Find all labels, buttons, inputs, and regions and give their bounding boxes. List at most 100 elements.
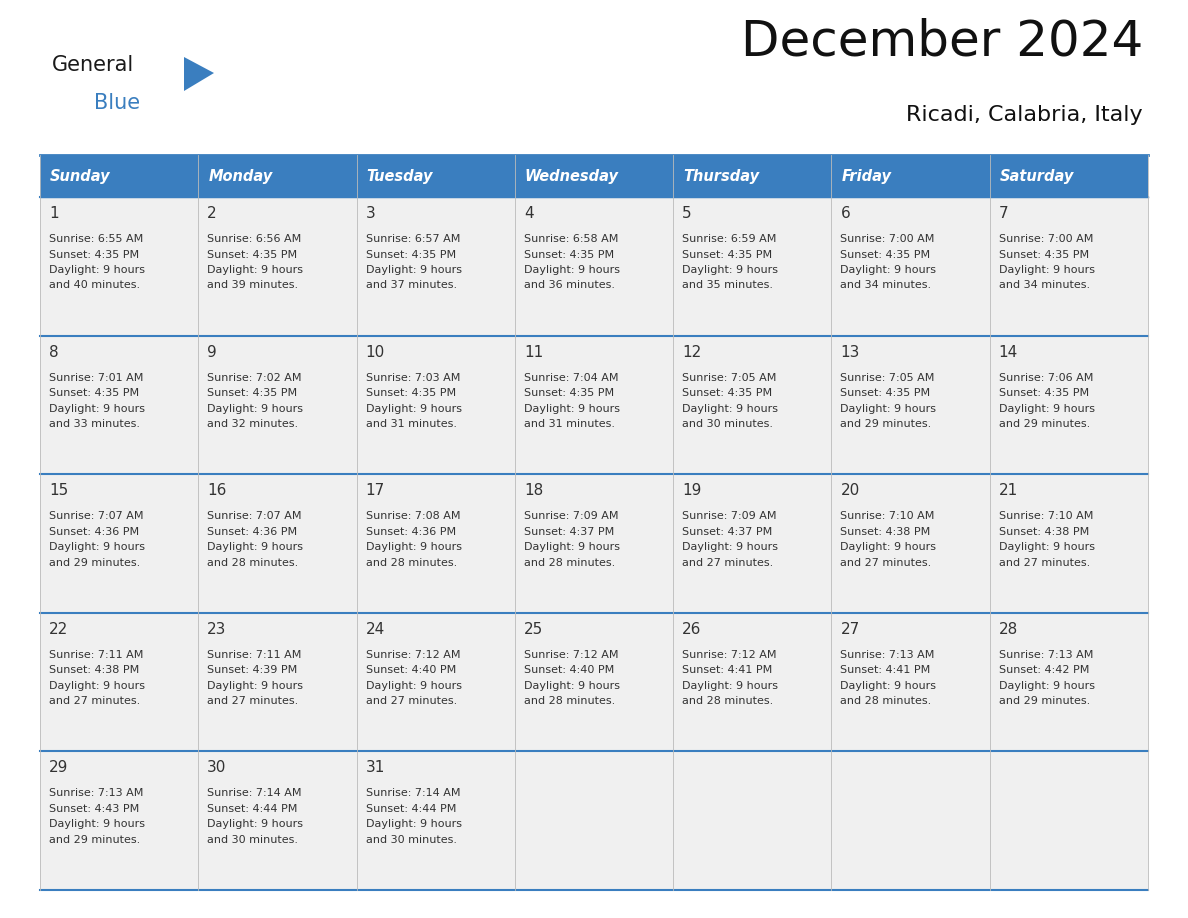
Text: Sunset: 4:39 PM: Sunset: 4:39 PM (207, 666, 297, 676)
Bar (674, 155, 832, 197)
Text: 7: 7 (999, 206, 1009, 221)
Text: Sunset: 4:44 PM: Sunset: 4:44 PM (366, 804, 456, 814)
Bar (514, 336, 674, 475)
Text: Sunrise: 7:12 AM: Sunrise: 7:12 AM (682, 650, 777, 660)
Text: Sunset: 4:41 PM: Sunset: 4:41 PM (682, 666, 772, 676)
Text: Sunrise: 7:10 AM: Sunrise: 7:10 AM (840, 511, 935, 521)
Bar (514, 613, 674, 752)
Text: Daylight: 9 hours: Daylight: 9 hours (524, 404, 620, 414)
Text: 21: 21 (999, 483, 1018, 498)
Text: 2: 2 (207, 206, 217, 221)
Text: Sunrise: 6:55 AM: Sunrise: 6:55 AM (49, 234, 144, 244)
Bar (40, 336, 198, 475)
Text: 16: 16 (207, 483, 227, 498)
Text: and 35 minutes.: and 35 minutes. (682, 281, 773, 290)
Text: Sunset: 4:38 PM: Sunset: 4:38 PM (840, 527, 930, 537)
Bar (674, 336, 832, 475)
Text: Sunrise: 7:04 AM: Sunrise: 7:04 AM (524, 373, 619, 383)
Text: Sunset: 4:43 PM: Sunset: 4:43 PM (49, 804, 139, 814)
Text: Sunrise: 7:13 AM: Sunrise: 7:13 AM (49, 789, 144, 799)
Bar (356, 197, 514, 336)
Text: Sunrise: 7:00 AM: Sunrise: 7:00 AM (999, 234, 1093, 244)
Text: Sunset: 4:40 PM: Sunset: 4:40 PM (366, 666, 456, 676)
Bar (198, 752, 356, 890)
Text: 9: 9 (207, 344, 217, 360)
Text: and 33 minutes.: and 33 minutes. (49, 420, 140, 429)
Text: Daylight: 9 hours: Daylight: 9 hours (840, 543, 936, 553)
Text: and 27 minutes.: and 27 minutes. (49, 696, 140, 706)
Text: Sunrise: 7:14 AM: Sunrise: 7:14 AM (207, 789, 302, 799)
Text: Sunrise: 7:11 AM: Sunrise: 7:11 AM (49, 650, 144, 660)
Text: Daylight: 9 hours: Daylight: 9 hours (524, 265, 620, 275)
Text: and 29 minutes.: and 29 minutes. (49, 834, 140, 845)
Text: Sunset: 4:35 PM: Sunset: 4:35 PM (207, 250, 297, 260)
Text: and 27 minutes.: and 27 minutes. (682, 558, 773, 567)
Text: 17: 17 (366, 483, 385, 498)
Text: Daylight: 9 hours: Daylight: 9 hours (49, 543, 145, 553)
Text: Sunset: 4:37 PM: Sunset: 4:37 PM (682, 527, 772, 537)
Text: Sunrise: 7:12 AM: Sunrise: 7:12 AM (524, 650, 619, 660)
Text: 14: 14 (999, 344, 1018, 360)
Text: Daylight: 9 hours: Daylight: 9 hours (682, 543, 778, 553)
Text: 26: 26 (682, 621, 702, 637)
Bar (832, 752, 990, 890)
Text: Sunrise: 7:13 AM: Sunrise: 7:13 AM (840, 650, 935, 660)
Text: Daylight: 9 hours: Daylight: 9 hours (840, 265, 936, 275)
Text: 11: 11 (524, 344, 543, 360)
Text: Ricadi, Calabria, Italy: Ricadi, Calabria, Italy (906, 105, 1143, 125)
Text: 5: 5 (682, 206, 691, 221)
Text: Sunset: 4:35 PM: Sunset: 4:35 PM (207, 388, 297, 398)
Text: and 37 minutes.: and 37 minutes. (366, 281, 456, 290)
Text: Sunset: 4:35 PM: Sunset: 4:35 PM (49, 250, 139, 260)
Text: and 32 minutes.: and 32 minutes. (207, 420, 298, 429)
Text: Daylight: 9 hours: Daylight: 9 hours (999, 681, 1094, 691)
Text: 8: 8 (49, 344, 58, 360)
Text: Daylight: 9 hours: Daylight: 9 hours (524, 543, 620, 553)
Text: Sunset: 4:35 PM: Sunset: 4:35 PM (524, 250, 614, 260)
Text: 3: 3 (366, 206, 375, 221)
Text: Sunset: 4:36 PM: Sunset: 4:36 PM (207, 527, 297, 537)
Bar (832, 613, 990, 752)
Text: Sunrise: 7:08 AM: Sunrise: 7:08 AM (366, 511, 460, 521)
Text: Daylight: 9 hours: Daylight: 9 hours (207, 681, 303, 691)
Text: Sunrise: 7:07 AM: Sunrise: 7:07 AM (49, 511, 144, 521)
Text: Thursday: Thursday (683, 169, 759, 184)
Text: Sunset: 4:35 PM: Sunset: 4:35 PM (840, 388, 930, 398)
Bar (674, 752, 832, 890)
Text: Sunrise: 6:59 AM: Sunrise: 6:59 AM (682, 234, 777, 244)
Text: Daylight: 9 hours: Daylight: 9 hours (840, 404, 936, 414)
Text: and 28 minutes.: and 28 minutes. (840, 696, 931, 706)
Text: 31: 31 (366, 760, 385, 776)
Text: Daylight: 9 hours: Daylight: 9 hours (49, 404, 145, 414)
Text: Sunset: 4:38 PM: Sunset: 4:38 PM (999, 527, 1089, 537)
Text: 18: 18 (524, 483, 543, 498)
Text: Saturday: Saturday (1000, 169, 1074, 184)
Text: and 31 minutes.: and 31 minutes. (524, 420, 615, 429)
Text: Sunset: 4:44 PM: Sunset: 4:44 PM (207, 804, 298, 814)
Text: 23: 23 (207, 621, 227, 637)
Text: Daylight: 9 hours: Daylight: 9 hours (682, 404, 778, 414)
Bar (356, 613, 514, 752)
Bar (832, 197, 990, 336)
Text: Sunrise: 6:57 AM: Sunrise: 6:57 AM (366, 234, 460, 244)
Bar (198, 197, 356, 336)
Text: Daylight: 9 hours: Daylight: 9 hours (999, 543, 1094, 553)
Text: Sunday: Sunday (50, 169, 110, 184)
Bar (356, 155, 514, 197)
Text: Sunset: 4:35 PM: Sunset: 4:35 PM (524, 388, 614, 398)
Bar (198, 155, 356, 197)
Text: Sunrise: 7:05 AM: Sunrise: 7:05 AM (682, 373, 777, 383)
Text: 30: 30 (207, 760, 227, 776)
Bar (198, 336, 356, 475)
Text: Sunrise: 7:13 AM: Sunrise: 7:13 AM (999, 650, 1093, 660)
Bar (832, 155, 990, 197)
Text: Sunset: 4:40 PM: Sunset: 4:40 PM (524, 666, 614, 676)
Text: Sunset: 4:35 PM: Sunset: 4:35 PM (366, 388, 456, 398)
Text: and 34 minutes.: and 34 minutes. (840, 281, 931, 290)
Text: General: General (52, 55, 134, 75)
Text: Sunrise: 7:00 AM: Sunrise: 7:00 AM (840, 234, 935, 244)
Text: Daylight: 9 hours: Daylight: 9 hours (207, 265, 303, 275)
Text: Sunset: 4:35 PM: Sunset: 4:35 PM (999, 250, 1089, 260)
Bar (832, 336, 990, 475)
Bar (514, 752, 674, 890)
